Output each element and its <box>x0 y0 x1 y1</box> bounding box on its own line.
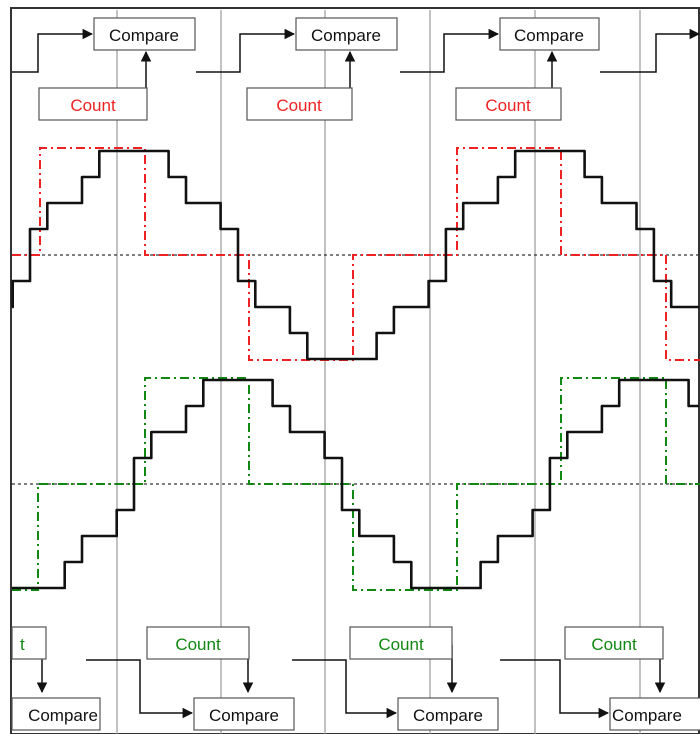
vertical-grid <box>116 10 641 734</box>
bottom-compare-box-partial: Compare <box>11 697 101 731</box>
count-label: Count <box>378 635 424 654</box>
bottom-count-box-partial: t <box>11 626 47 660</box>
count-label: Count <box>591 635 637 654</box>
connector-arrow <box>500 659 610 719</box>
top-stepped-sine <box>11 149 699 361</box>
compare-label: Compare <box>413 706 483 725</box>
top-count-box-1: Count <box>38 87 148 121</box>
bottom-count-box-2: Count <box>349 626 453 660</box>
top-compare-box-2: Compare <box>295 17 398 51</box>
bottom-stepped-sine <box>11 378 699 590</box>
bottom-count-box-3: Count <box>564 626 664 660</box>
compare-label: Compare <box>311 26 381 45</box>
stepped-sine-waves <box>11 149 699 590</box>
diagram-frame <box>10 7 700 734</box>
count-label: Count <box>70 96 116 115</box>
compare-label: Compare <box>612 706 682 725</box>
bottom-compare-box-1: Compare <box>193 697 295 731</box>
connector-arrow <box>400 28 500 73</box>
top-compare-box-3: Compare <box>499 17 600 51</box>
count-label: Count <box>485 96 531 115</box>
connector-arrow <box>12 28 94 73</box>
connector-arrow <box>600 28 700 73</box>
green-square-wave <box>12 377 700 591</box>
top-compare-box-1: Compare <box>93 17 196 51</box>
count-label-partial: t <box>20 635 25 654</box>
compare-label: Compare <box>514 26 584 45</box>
red-square-wave <box>12 147 700 361</box>
count-label: Count <box>276 96 322 115</box>
bottom-compare-box-2: Compare <box>397 697 499 731</box>
compare-label-partial: Compare <box>28 706 98 725</box>
compare-label: Compare <box>209 706 279 725</box>
connector-arrow <box>86 659 194 719</box>
bottom-count-box-1: Count <box>146 626 250 660</box>
bottom-compare-box-3: Compare <box>609 697 700 731</box>
connector-arrow <box>292 659 398 719</box>
connector-arrow <box>196 28 296 73</box>
compare-label: Compare <box>109 26 179 45</box>
top-count-box-2: Count <box>246 87 353 121</box>
top-count-box-3: Count <box>455 87 562 121</box>
count-label: Count <box>175 635 221 654</box>
